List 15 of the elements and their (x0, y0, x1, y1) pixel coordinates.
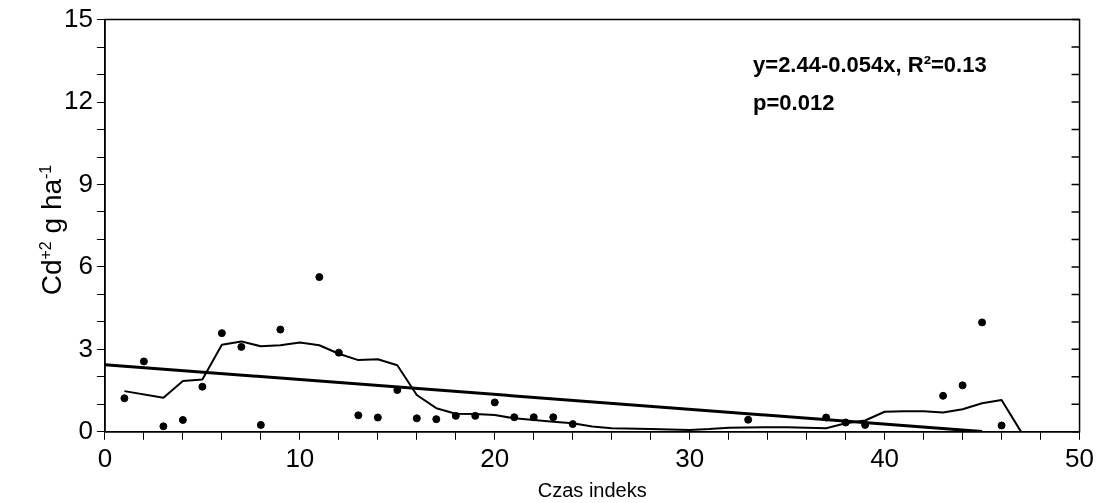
annotation: p=0.012 (753, 89, 835, 115)
x-axis-title: Czas indeks (537, 478, 647, 501)
x-tick-label: 10 (285, 442, 315, 473)
y-tick-label: 15 (64, 2, 93, 33)
x-tick-label: 20 (480, 442, 510, 473)
x-tick-label: 40 (870, 442, 900, 473)
x-tick-label: 0 (97, 442, 113, 473)
y-tick-label: 3 (78, 332, 93, 363)
x-tick-label: 30 (675, 442, 705, 473)
y-tick-label: 0 (78, 414, 93, 445)
y-tick-label: 9 (78, 167, 93, 198)
annotation: y=2.44-0.054x, R²=0.13 (753, 51, 987, 77)
x-tick-label: 50 (1065, 442, 1094, 473)
y-tick-label: 6 (78, 250, 93, 281)
y-tick-label: 12 (64, 85, 93, 116)
